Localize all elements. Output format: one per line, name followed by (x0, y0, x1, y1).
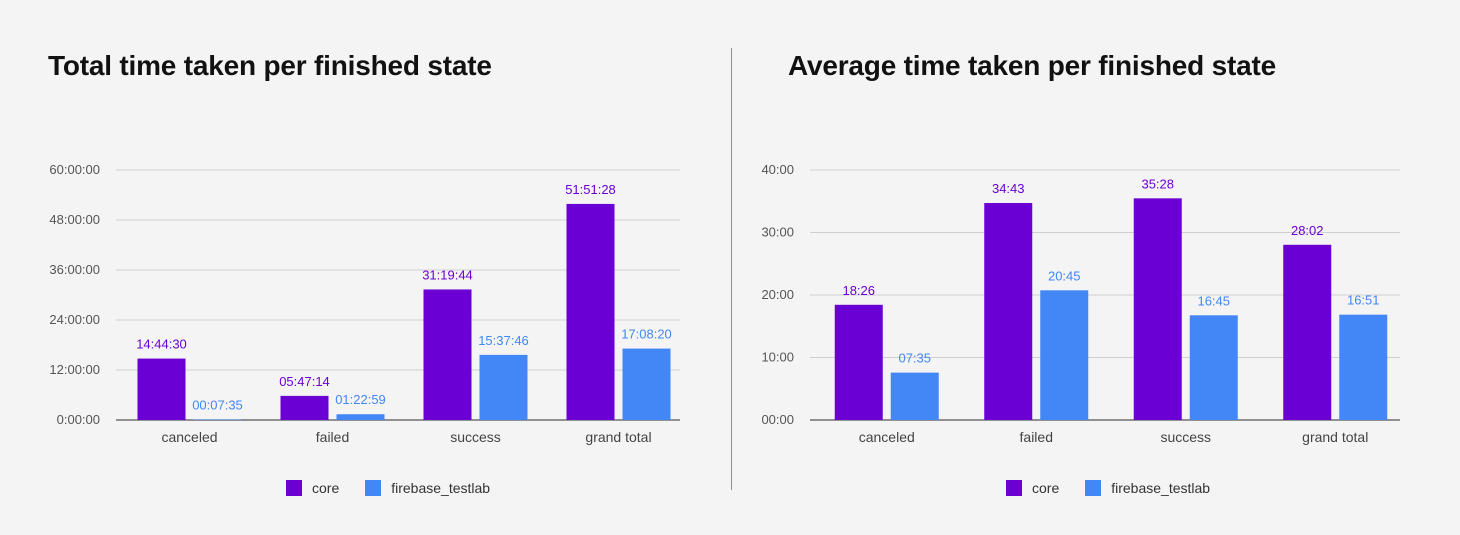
x-category-label: canceled (859, 429, 915, 445)
bar-firebase-testlab (622, 348, 671, 420)
legend-swatch-core (1006, 480, 1022, 496)
x-category-label: success (450, 429, 501, 445)
x-category-label: failed (1020, 429, 1053, 445)
y-tick-label: 30:00 (761, 225, 794, 240)
data-label: 01:22:59 (335, 392, 386, 407)
bar-core (984, 203, 1033, 420)
x-category-label: failed (316, 429, 349, 445)
y-tick-label: 24:00:00 (49, 312, 100, 327)
y-tick-label: 60:00:00 (49, 162, 100, 177)
chart-legend: core firebase_testlab (1006, 478, 1210, 498)
average-time-bar-chart: 00:00 10:00 20:00 30:00 40:00 18:26 07:35 cance… (761, 162, 1400, 445)
legend-label: core (312, 480, 340, 496)
y-tick-label: 0:00:00 (57, 412, 100, 427)
legend-label: firebase_testlab (391, 480, 491, 496)
y-tick-label: 48:00:00 (49, 212, 100, 227)
data-label: 16:45 (1197, 293, 1230, 308)
data-label: 31:19:44 (422, 267, 473, 282)
legend-swatch-core (286, 480, 302, 496)
y-tick-label: 10:00 (761, 350, 794, 365)
data-label: 35:28 (1141, 176, 1174, 191)
bar-firebase-testlab (479, 354, 528, 420)
bar-core (137, 358, 186, 420)
bar-firebase-testlab (336, 414, 385, 420)
panel-divider (731, 48, 732, 490)
bar-core (1133, 198, 1182, 420)
total-time-chart-panel: Total time taken per finished state 0:00… (48, 50, 680, 498)
data-label: 34:43 (992, 181, 1025, 196)
data-label: 07:35 (898, 351, 931, 366)
x-category-label: grand total (585, 429, 651, 445)
legend-swatch-firebase-testlab (1085, 480, 1102, 496)
chart-title: Average time taken per finished state (788, 50, 1276, 81)
bar-firebase-testlab (1189, 315, 1238, 420)
bar-core (423, 289, 472, 420)
data-label: 20:45 (1048, 268, 1081, 283)
x-category-label: grand total (1302, 429, 1368, 445)
total-time-bar-chart: 0:00:00 12:00:00 24:00:00 36:00:00 48:00:00 6… (49, 162, 680, 445)
bar-firebase-testlab (890, 372, 939, 420)
legend-label: core (1032, 480, 1060, 496)
y-tick-label: 12:00:00 (49, 362, 100, 377)
chart-legend: core firebase_testlab (286, 478, 490, 498)
bar-core (566, 203, 615, 420)
average-time-chart-panel: Average time taken per finished state 00… (732, 0, 1460, 535)
data-label: 05:47:14 (279, 374, 330, 389)
data-label: 15:37:46 (478, 333, 529, 348)
chart-title: Total time taken per finished state (48, 50, 492, 81)
legend-item-firebase-testlab[interactable]: firebase_testlab (365, 480, 490, 496)
bar-firebase-testlab (1040, 290, 1089, 420)
bar-firebase-testlab (193, 419, 242, 420)
legend-item-firebase-testlab[interactable]: firebase_testlab (1085, 480, 1210, 496)
data-label: 00:07:35 (192, 397, 243, 412)
bar-core (1283, 244, 1332, 420)
bar-core (280, 395, 329, 420)
y-tick-label: 36:00:00 (49, 262, 100, 277)
data-label: 14:44:30 (136, 337, 187, 352)
legend-label: firebase_testlab (1111, 480, 1211, 496)
x-category-label: canceled (161, 429, 217, 445)
y-tick-label: 40:00 (761, 162, 794, 177)
legend-item-core[interactable]: core (1006, 480, 1059, 496)
data-label: 51:51:28 (565, 182, 616, 197)
legend-swatch-firebase-testlab (365, 480, 382, 496)
data-label: 18:26 (842, 283, 875, 298)
data-label: 17:08:20 (621, 327, 672, 342)
bar-firebase-testlab (1339, 314, 1388, 420)
data-label: 16:51 (1347, 293, 1380, 308)
y-tick-label: 20:00 (761, 287, 794, 302)
data-label: 28:02 (1291, 223, 1324, 238)
y-tick-label: 00:00 (761, 412, 794, 427)
bar-core (834, 304, 883, 420)
x-category-label: success (1160, 429, 1211, 445)
legend-item-core[interactable]: core (286, 480, 339, 496)
